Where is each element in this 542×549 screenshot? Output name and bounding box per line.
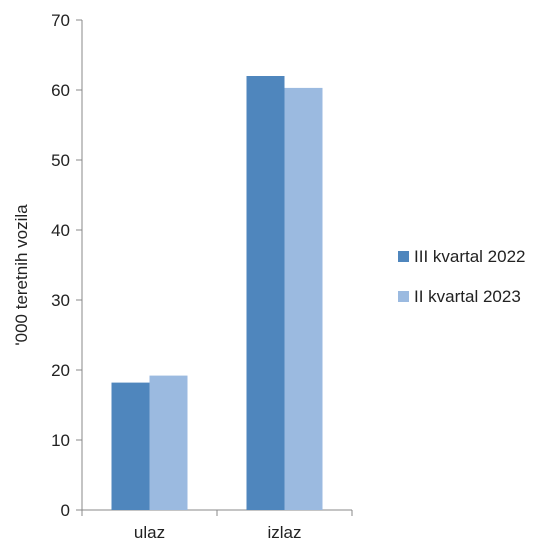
y-tick-label: 60	[51, 81, 70, 100]
legend-label-series-1: III kvartal 2022	[414, 247, 526, 266]
y-tick-label: 30	[51, 291, 70, 310]
legend: III kvartal 2022 II kvartal 2023	[398, 247, 526, 306]
x-tick-label: ulaz	[134, 523, 165, 542]
y-tick-label: 10	[51, 431, 70, 450]
y-axis-label: '000 teretnih vozila	[12, 204, 31, 346]
bar-izlaz-series-1	[247, 76, 285, 510]
bars	[112, 76, 323, 510]
y-tick-label: 50	[51, 151, 70, 170]
y-tick-label: 70	[51, 11, 70, 30]
bar-izlaz-series-2	[285, 88, 323, 510]
legend-label-series-2: II kvartal 2023	[414, 287, 521, 306]
x-tick-label: izlaz	[267, 523, 301, 542]
legend-swatch-series-1	[398, 251, 409, 262]
y-tick-label: 20	[51, 361, 70, 380]
y-tick-label: 40	[51, 221, 70, 240]
legend-swatch-series-2	[398, 291, 409, 302]
bar-ulaz-series-2	[150, 376, 188, 510]
bar-ulaz-series-1	[112, 383, 150, 510]
y-tick-label: 0	[61, 501, 70, 520]
